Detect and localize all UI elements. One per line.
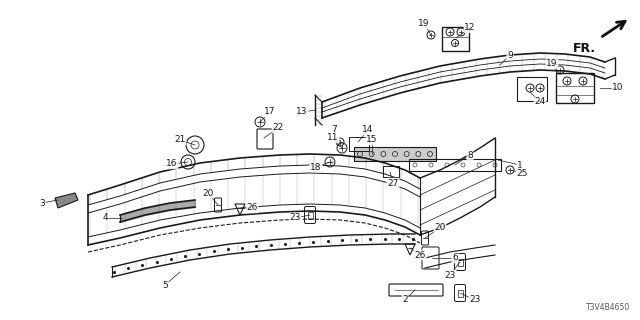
Text: FR.: FR.: [573, 42, 596, 55]
Polygon shape: [55, 193, 78, 208]
Text: 20: 20: [202, 188, 214, 197]
Text: 9: 9: [507, 51, 513, 60]
Text: 5: 5: [162, 281, 168, 290]
Text: 10: 10: [612, 84, 624, 92]
Text: 6: 6: [452, 253, 458, 262]
Text: 27: 27: [387, 179, 399, 188]
Text: 26: 26: [414, 251, 426, 260]
FancyBboxPatch shape: [354, 147, 436, 161]
Text: 2: 2: [402, 295, 408, 305]
Text: T3V4B4650: T3V4B4650: [586, 303, 630, 312]
Text: 16: 16: [166, 159, 178, 169]
Text: 23: 23: [469, 295, 481, 305]
Text: 14: 14: [362, 125, 374, 134]
Text: 11: 11: [327, 133, 339, 142]
Text: 18: 18: [310, 163, 322, 172]
Text: 8: 8: [467, 150, 473, 159]
Text: 7: 7: [331, 125, 337, 134]
Text: 19: 19: [419, 20, 429, 28]
Text: 21: 21: [174, 135, 186, 145]
Text: 24: 24: [534, 98, 546, 107]
Text: 23: 23: [444, 270, 456, 279]
Text: 17: 17: [264, 108, 276, 116]
Text: 26: 26: [246, 204, 258, 212]
Text: 3: 3: [39, 198, 45, 207]
Text: 19: 19: [547, 60, 557, 68]
Text: 1: 1: [517, 161, 523, 170]
Text: 13: 13: [296, 108, 308, 116]
Text: 20: 20: [435, 223, 445, 233]
Text: 12: 12: [464, 23, 476, 33]
Text: 15: 15: [366, 135, 378, 145]
Text: 25: 25: [516, 169, 528, 178]
Text: 23: 23: [289, 213, 301, 222]
Text: 4: 4: [102, 213, 108, 222]
Text: 22: 22: [273, 124, 284, 132]
